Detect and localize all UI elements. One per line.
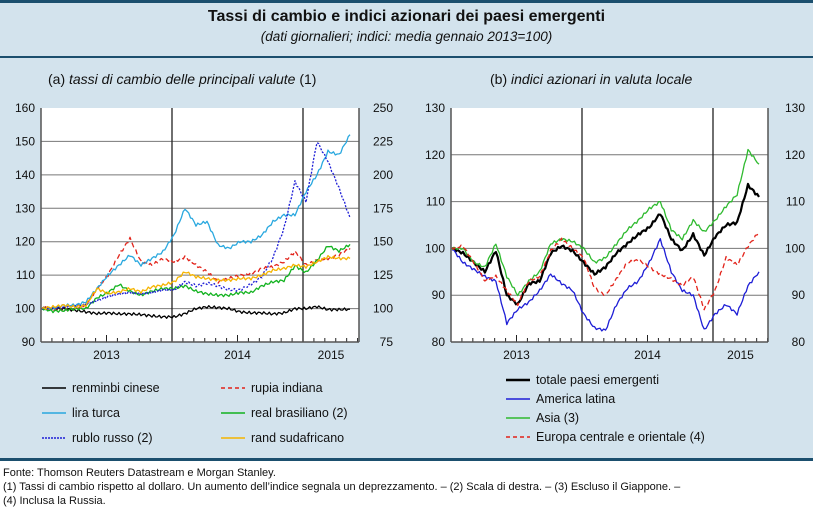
y-right-tick-label: 150 <box>373 235 393 249</box>
y-right-tick-label: 90 <box>792 288 806 302</box>
x-tick-label: 2013 <box>503 348 530 362</box>
series-line-rupia-indiana <box>41 236 351 313</box>
figure-subtitle: (dati giornalieri; indici: media gennaio… <box>260 29 553 44</box>
x-tick-label: 2014 <box>634 348 661 362</box>
legend-swatch <box>42 387 66 389</box>
legend-item: rublo russo (2) <box>42 430 153 446</box>
panel-a-prefix: (a) <box>48 71 69 87</box>
x-tick-label: 2014 <box>224 348 251 362</box>
legend-label: renminbi cinese <box>72 381 160 395</box>
y-right-tick-label: 225 <box>373 134 393 148</box>
series-line-rand-sudafricano <box>41 254 351 311</box>
legend-label: rublo russo (2) <box>72 431 153 445</box>
y-right-tick-label: 120 <box>785 148 805 162</box>
legend-swatch <box>506 378 530 382</box>
series-line-rublo-russo-2 <box>41 142 351 311</box>
legend-label: Europa centrale e orientale (4) <box>536 430 705 444</box>
y-left-tick-label: 120 <box>15 235 35 249</box>
y-left-tick-label: 130 <box>15 201 35 215</box>
y-left-tick-label: 100 <box>425 241 445 255</box>
y-left-tick-label: 110 <box>426 195 445 209</box>
x-tick-label: 2013 <box>93 348 120 362</box>
legend-label: totale paesi emergenti <box>536 373 659 387</box>
y-left-tick-label: 150 <box>15 134 35 148</box>
source-note: Fonte: Thomson Reuters Datastream e Morg… <box>3 467 276 479</box>
y-left-tick-label: 90 <box>22 335 36 349</box>
y-right-tick-label: 200 <box>373 168 393 182</box>
series-line-real-brasiliano-2 <box>41 243 351 314</box>
legend-swatch <box>221 437 245 439</box>
note-line-2: (4) Inclusa la Russia. <box>3 495 106 507</box>
legend-label: America latina <box>536 392 616 406</box>
legend-swatch <box>506 436 530 438</box>
footnotes: Fonte: Thomson Reuters Datastream e Morg… <box>3 466 680 508</box>
y-left-tick-label: 110 <box>16 268 35 282</box>
legend-item: renminbi cinese <box>42 380 160 396</box>
footer-divider <box>0 458 813 461</box>
legend-label: Asia (3) <box>536 411 580 425</box>
legend-swatch <box>221 387 245 389</box>
figure-title: Tassi di cambio e indici azionari dei pa… <box>207 8 606 25</box>
y-left-tick-label: 160 <box>15 101 35 115</box>
legend-item: real brasiliano (2) <box>221 405 348 421</box>
legend-item: Europa centrale e orientale (4) <box>506 429 705 445</box>
panel-a-title-text: tassi di cambio delle principali valute <box>69 71 296 87</box>
legend-item: totale paesi emergenti <box>506 372 659 388</box>
y-right-tick-label: 75 <box>380 335 394 349</box>
plot-area-b <box>451 108 768 342</box>
y-right-tick-label: 125 <box>373 268 393 282</box>
x-tick-label: 2015 <box>727 348 754 362</box>
legend-label: real brasiliano (2) <box>251 406 348 420</box>
y-left-tick-label: 80 <box>432 335 446 349</box>
header-divider <box>0 56 813 58</box>
legend-label: rand sudafricano <box>251 431 345 445</box>
y-left-tick-label: 130 <box>425 101 445 115</box>
panel-a-title: (a) tassi di cambio delle principali val… <box>48 71 316 87</box>
legend-label: rupia indiana <box>251 381 323 395</box>
legend-label: lira turca <box>72 406 120 420</box>
y-right-tick-label: 110 <box>786 195 805 209</box>
panel-b-title-text: indici azionari in valuta locale <box>511 71 693 87</box>
panel-b-title: (b) indici azionari in valuta locale <box>490 71 692 87</box>
legend-swatch <box>42 437 66 439</box>
legend-item: America latina <box>506 391 615 407</box>
legend-swatch <box>42 412 66 414</box>
x-tick-label: 2015 <box>318 348 345 362</box>
series-line-totale-paesi-emergenti <box>451 182 760 306</box>
y-left-tick-label: 120 <box>425 148 445 162</box>
series-line-europa-centrale-e-orientale-4 <box>451 231 760 311</box>
legend-item: rupia indiana <box>221 380 323 396</box>
legend-item: lira turca <box>42 405 120 421</box>
panel-a-suffix: (1) <box>295 71 317 87</box>
series-line-lira-turca <box>41 134 351 311</box>
y-right-tick-label: 80 <box>792 335 806 349</box>
charts-svg: 90 100 110 120 130 140 150 160 75 100 125 150 175 200… <box>15 101 806 362</box>
y-right-tick-label: 175 <box>373 201 393 215</box>
y-right-tick-label: 130 <box>785 101 805 115</box>
y-left-tick-label: 100 <box>15 302 35 316</box>
y-right-tick-label: 100 <box>785 241 805 255</box>
legend-swatch <box>506 417 530 419</box>
legend-swatch <box>221 412 245 414</box>
legend-item: Asia (3) <box>506 410 579 426</box>
series-line-renminbi-cinese <box>41 305 351 319</box>
y-left-tick-label: 90 <box>432 288 446 302</box>
series-line-asia-3 <box>451 148 760 297</box>
legend-swatch <box>506 398 530 400</box>
y-right-tick-label: 100 <box>373 302 393 316</box>
series-line-america-latina <box>451 238 760 332</box>
y-left-tick-label: 140 <box>15 168 35 182</box>
y-right-tick-label: 250 <box>373 101 393 115</box>
legend-item: rand sudafricano <box>221 430 344 446</box>
note-line-1: (1) Tassi di cambio rispetto al dollaro.… <box>3 481 681 493</box>
panel-b-prefix: (b) <box>490 71 511 87</box>
